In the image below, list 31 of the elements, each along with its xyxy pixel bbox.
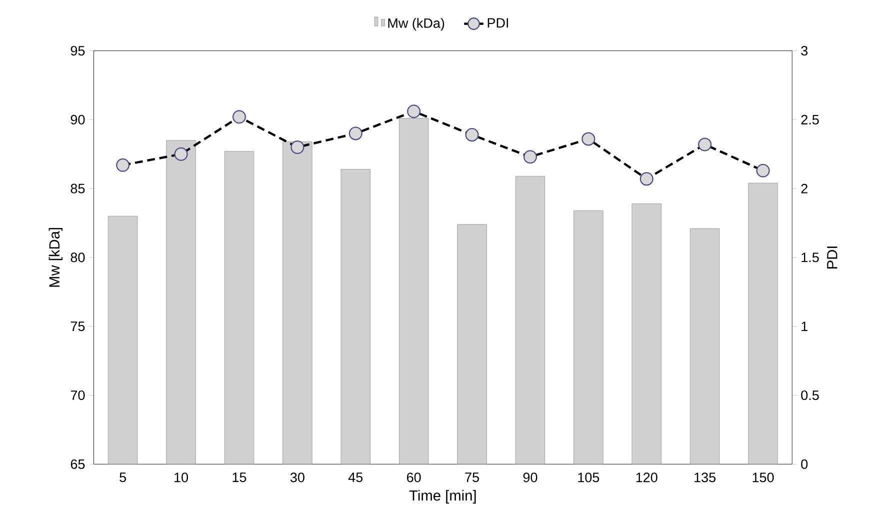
x-axis-title: Time [min] [409,490,476,504]
y2-tick-label: 2 [801,184,808,194]
y-axis-title: Mw [kDa] [48,228,62,287]
x-tick-label: 10 [174,472,188,482]
x-tick-label: 90 [523,472,538,482]
y-tick-label: 70 [70,390,85,400]
x-tick-label: 120 [636,472,658,482]
y2-tick-label: 2.5 [801,114,819,124]
x-tick-label: 45 [348,472,363,482]
y2-tick-label: 3 [801,46,808,56]
y-tick-label: 75 [70,321,85,331]
y2-tick-label: 1.5 [802,252,819,262]
y-tick-label: 95 [70,46,85,56]
y-tick-label: 85 [70,184,85,194]
y2-axis-title: PDI [827,246,838,268]
x-tick-label: 30 [290,472,304,482]
legend-label: Mw (kDa) [388,18,444,30]
y2-tick-label: 0 [801,459,808,469]
y2-tick-label: 1 [802,322,808,331]
y-tick-label: 65 [70,459,85,469]
x-tick-label: 105 [578,472,600,482]
legend-label: PDI [488,18,508,28]
y-tick-label: 80 [70,252,85,262]
x-tick-label: 150 [752,472,774,482]
x-tick-label: 135 [694,472,716,482]
y-tick-label: 90 [70,114,85,124]
y2-tick-label: 0.5 [801,390,819,400]
x-tick-label: 75 [465,472,479,482]
x-tick-label: 15 [232,472,246,482]
x-tick-label: 60 [406,472,421,482]
x-tick-label: 5 [120,472,126,482]
